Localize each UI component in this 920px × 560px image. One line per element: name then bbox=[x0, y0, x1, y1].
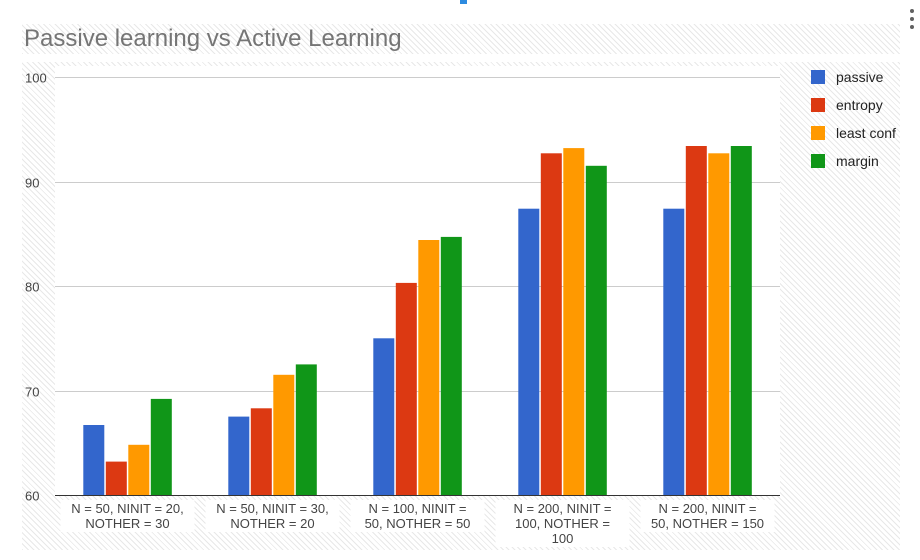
bar-margin bbox=[730, 146, 752, 495]
grid bbox=[55, 77, 780, 392]
legend: passive entropy least conf margin bbox=[811, 69, 896, 169]
x-tick-label: 50, NOTHER = 50 bbox=[365, 516, 471, 531]
bar-passive bbox=[663, 208, 685, 495]
bar-least-conf bbox=[708, 153, 730, 496]
y-tick-label: 90 bbox=[25, 176, 39, 191]
legend-swatch-entropy bbox=[811, 98, 825, 112]
bar-margin bbox=[440, 236, 462, 495]
top-accent-marker bbox=[460, 0, 467, 4]
x-tick-label-bg bbox=[205, 500, 340, 532]
legend-swatch-margin bbox=[811, 154, 825, 168]
bar-least-conf bbox=[273, 374, 295, 495]
chart-title: Passive learning vs Active Learning bbox=[24, 25, 402, 52]
more-vert-icon[interactable] bbox=[906, 6, 918, 32]
bar-margin bbox=[295, 364, 317, 495]
bar-least-conf bbox=[418, 240, 440, 495]
x-tick-label-bg bbox=[640, 500, 775, 532]
bar-entropy bbox=[685, 146, 707, 495]
x-tick-label: N = 200, NINIT = bbox=[658, 501, 756, 516]
x-tick-label: 100, NOTHER = bbox=[515, 516, 610, 531]
x-tick-label-bg bbox=[350, 500, 485, 532]
chart-title-area: Passive learning vs Active Learning bbox=[22, 24, 900, 54]
x-tick-label: NOTHER = 30 bbox=[85, 516, 169, 531]
x-tick-label: 100 bbox=[552, 531, 574, 546]
y-tick-label: 70 bbox=[25, 385, 39, 400]
legend-swatch-least-conf bbox=[811, 126, 825, 140]
x-tick-label-bg bbox=[495, 500, 630, 547]
bar-least-conf bbox=[128, 444, 150, 495]
y-tick-label: 60 bbox=[25, 489, 39, 504]
legend-swatch-passive bbox=[811, 70, 825, 84]
x-tick-label: N = 100, NINIT = bbox=[368, 501, 466, 516]
legend-label: passive bbox=[836, 69, 884, 85]
bar-margin bbox=[585, 165, 607, 496]
legend-label: entropy bbox=[836, 97, 883, 113]
bar-least-conf bbox=[563, 148, 585, 495]
bar-entropy bbox=[540, 153, 562, 496]
bar-entropy bbox=[250, 408, 272, 495]
bar-entropy bbox=[105, 461, 127, 495]
plot-area bbox=[55, 66, 780, 496]
x-tick-label-bg bbox=[60, 500, 195, 532]
bar-entropy bbox=[395, 282, 417, 495]
legend-label: margin bbox=[836, 153, 879, 169]
y-tick-label: 80 bbox=[25, 280, 39, 295]
x-tick-label: NOTHER = 20 bbox=[230, 516, 314, 531]
bar-passive bbox=[518, 208, 540, 495]
x-tick-labels: N = 50, NINIT = 20,NOTHER = 30 N = 50, NI… bbox=[60, 500, 775, 547]
bar-passive bbox=[373, 338, 395, 496]
legend-label: least conf bbox=[836, 125, 896, 141]
x-tick-label: 50, NOTHER = 150 bbox=[651, 516, 764, 531]
bar-margin bbox=[150, 398, 172, 495]
x-tick-label: N = 50, NINIT = 20, bbox=[71, 501, 183, 516]
x-tick-label: N = 200, NINIT = bbox=[513, 501, 611, 516]
y-tick-label: 100 bbox=[25, 71, 47, 86]
bar-passive bbox=[228, 416, 250, 495]
bar-passive bbox=[83, 425, 105, 495]
bars bbox=[83, 146, 752, 496]
axes: 60 70 80 90 100 bbox=[25, 71, 780, 504]
x-tick-label: N = 50, NINIT = 30, bbox=[216, 501, 328, 516]
